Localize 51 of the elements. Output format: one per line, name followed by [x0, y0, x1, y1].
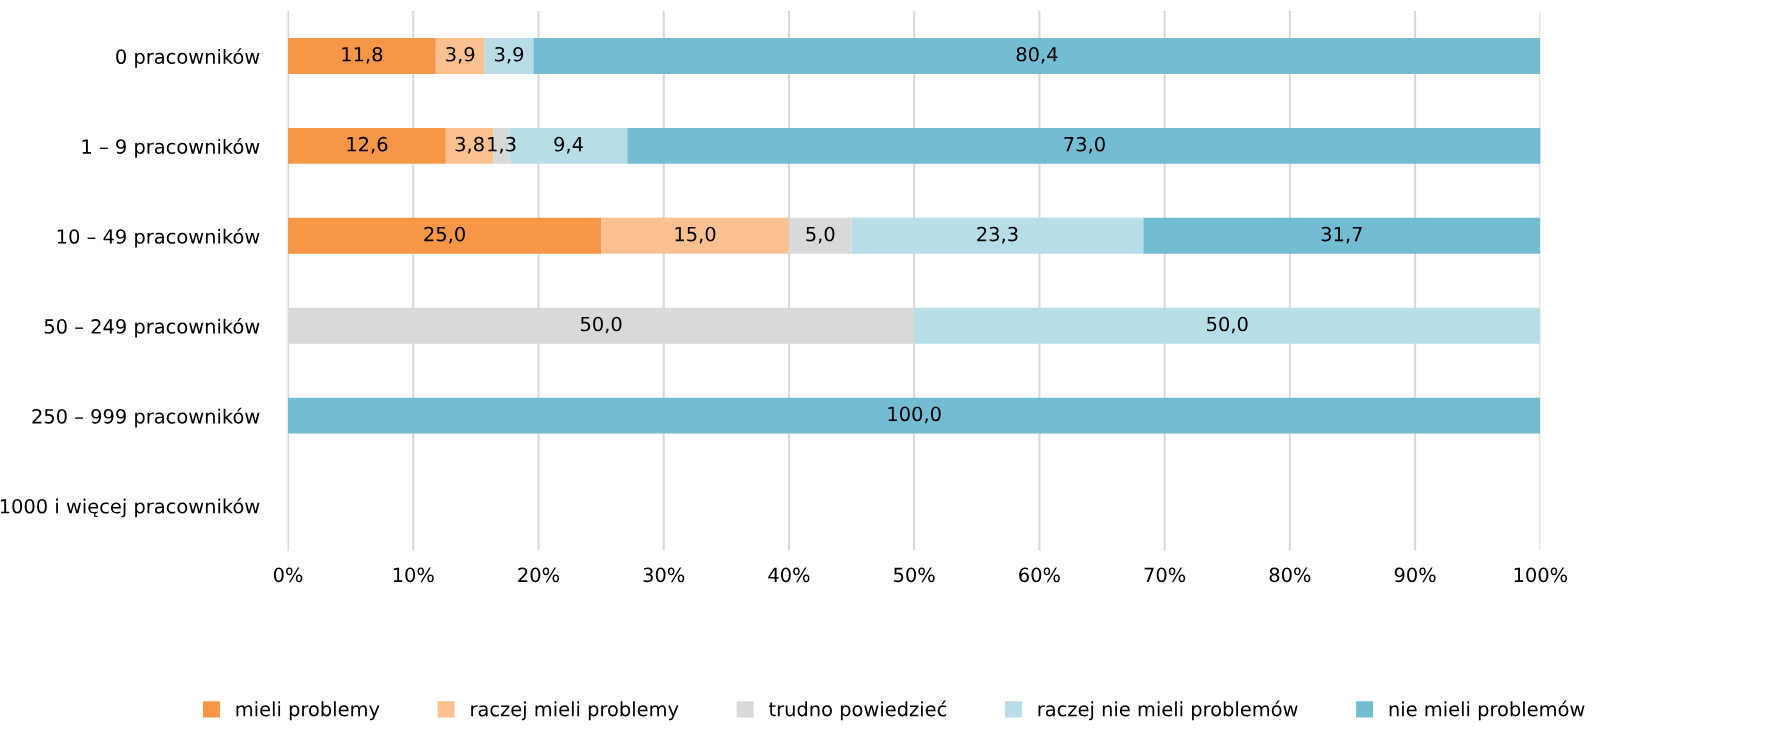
y-tick-label: 1000 i więcej pracowników	[0, 497, 260, 518]
legend-label: raczej nie mieli problemów	[1038, 700, 1298, 721]
data-label: 3,8	[455, 136, 484, 154]
data-label: 73,0	[1064, 136, 1105, 154]
x-tick-label: 70%	[1144, 567, 1186, 583]
data-label: 50,0	[1207, 316, 1248, 334]
bar	[601, 217, 789, 254]
data-label: 1,3	[488, 136, 516, 154]
legend-label: nie mieli problemów	[1389, 700, 1585, 721]
data-label: 11,8	[342, 46, 383, 64]
legend-label: raczej mieli problemy	[471, 701, 679, 721]
data-label: 12,6	[347, 136, 388, 154]
data-label: 15,0	[675, 226, 716, 244]
data-label: 9,4	[554, 136, 583, 154]
x-tick-label: 20%	[518, 567, 560, 583]
x-tick-label: 10%	[393, 567, 434, 583]
bar	[484, 37, 534, 74]
y-tick-label: 50 – 249 pracowników	[44, 317, 260, 338]
x-tick-label: 50%	[894, 567, 935, 583]
data-label: 25,0	[424, 226, 465, 244]
bar	[533, 37, 1541, 74]
bar	[627, 127, 1541, 164]
bar	[288, 127, 446, 164]
x-tick-label: 0%	[273, 567, 303, 583]
y-tick-label: 250 – 999 pracowników	[32, 407, 260, 428]
data-label: 3,9	[495, 46, 524, 64]
data-label: 3,9	[446, 46, 475, 64]
data-label: 23,3	[977, 226, 1018, 244]
data-label: 50,0	[580, 316, 622, 334]
x-tick-label: 40%	[768, 567, 810, 583]
x-tick-label: 30%	[643, 567, 685, 583]
bar	[851, 217, 1144, 254]
legend-label: trudno powiedzieć	[769, 700, 947, 721]
y-tick-label: 10 – 49 pracowników	[57, 228, 260, 248]
bar	[288, 217, 602, 254]
bar	[914, 307, 1541, 344]
y-tick-label: 1 – 9 pracowników	[82, 138, 260, 158]
legend-label: mieli problemy	[236, 701, 380, 721]
bar	[288, 37, 436, 74]
y-tick-label: 0 pracowników	[116, 48, 260, 68]
data-label: 80,4	[1016, 46, 1058, 64]
bar	[288, 397, 1541, 434]
x-tick-label: 100%	[1514, 567, 1568, 583]
bar	[435, 37, 485, 74]
bar	[1143, 217, 1541, 254]
data-label: 5,0	[806, 226, 835, 244]
x-tick-label: 90%	[1394, 567, 1436, 583]
x-tick-label: 80%	[1269, 567, 1311, 583]
data-label: 100,0	[888, 406, 941, 424]
x-tick-label: 60%	[1019, 567, 1060, 583]
data-label: 31,7	[1321, 226, 1362, 244]
